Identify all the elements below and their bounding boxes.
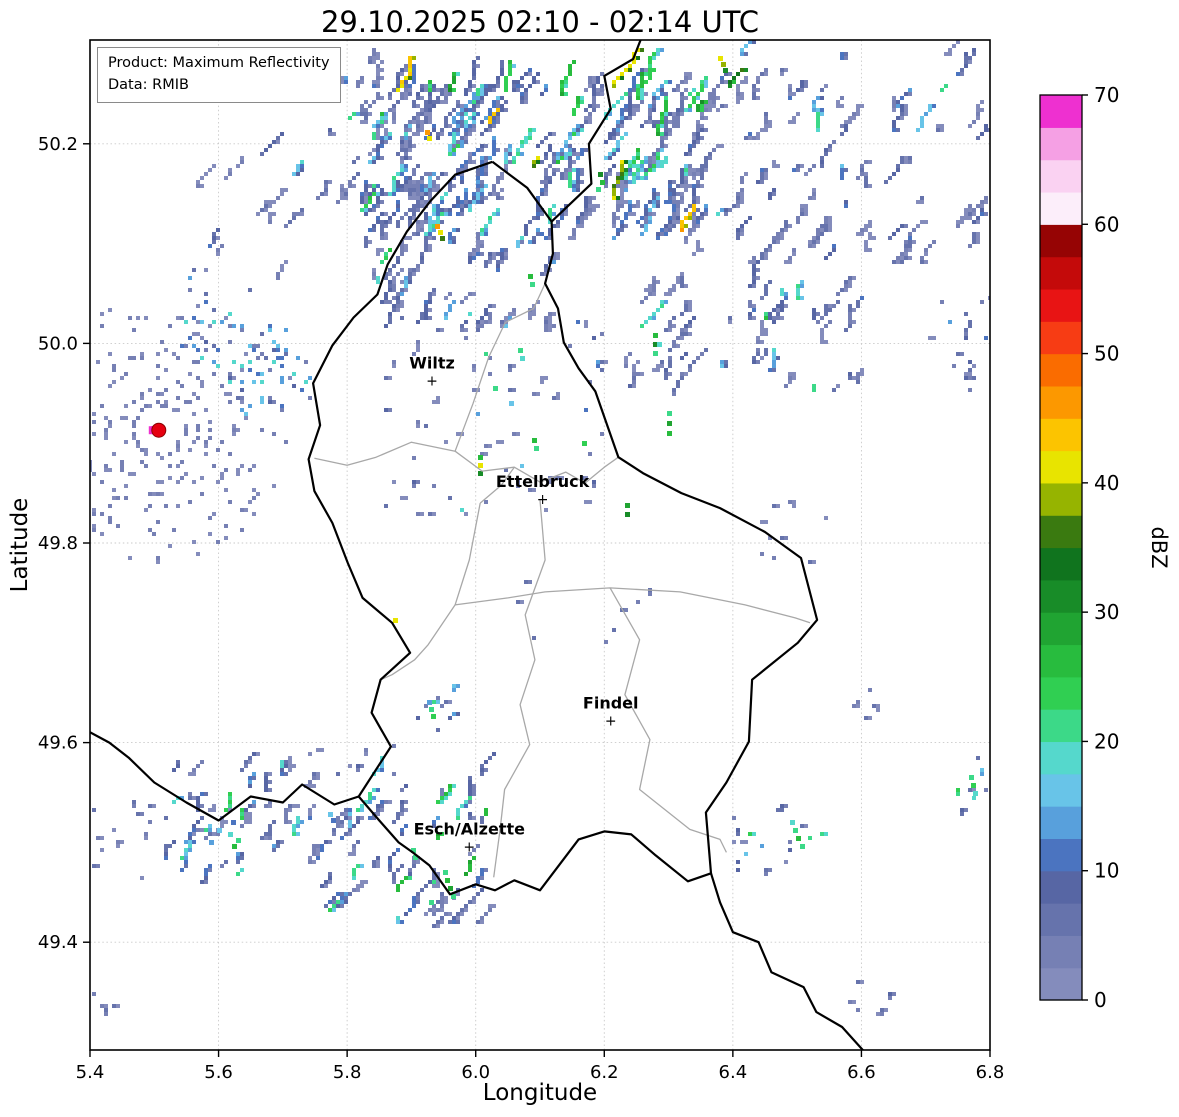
colorbar-tick-label: 50: [1094, 342, 1119, 366]
y-tick-label: 50.2: [38, 134, 78, 155]
radar-site-marker: [148, 422, 167, 438]
y-tick-label: 49.6: [38, 733, 78, 754]
colorbar: 0 10 20 30 40 50 60 70 dBZ: [1039, 83, 1171, 1012]
reflectivity-pixels: [90, 40, 990, 1016]
product-info-box: Product: Maximum Reflectivity Data: RMIB: [97, 47, 341, 103]
figure-title: 29.10.2025 02:10 - 02:14 UTC: [320, 5, 760, 39]
colorbar-tick-label: 40: [1094, 471, 1119, 495]
x-tick-label: 5.6: [204, 1062, 233, 1083]
city-label: Wiltz: [409, 353, 455, 372]
plot-frame: [89, 39, 991, 1051]
colorbar-tick-label: 10: [1094, 859, 1119, 883]
x-axis-label: Longitude: [482, 1080, 598, 1106]
axis-ticks: 5.4 5.6 5.8 6.0 6.2 6.4 6.6 6.8 49.4 49.6 49.8 50.0…: [38, 134, 1004, 1083]
x-tick-label: 6.0: [461, 1062, 490, 1083]
x-tick-label: 6.8: [976, 1062, 1005, 1083]
y-tick-label: 50.0: [38, 333, 78, 354]
colorbar-tick-label: 0: [1094, 988, 1107, 1012]
canton-borders: [314, 283, 811, 878]
y-tick-label: 49.8: [38, 533, 78, 554]
city-label: Ettelbruck: [496, 472, 590, 491]
city-labels: Wiltz+Ettelbruck+Findel+Esch/Alzette+: [409, 353, 638, 855]
colorbar-unit-label: dBZ: [1147, 526, 1171, 568]
city-marker: +: [605, 714, 617, 730]
city-label: Findel: [583, 694, 639, 713]
x-tick-label: 6.4: [719, 1062, 748, 1083]
y-tick-label: 49.4: [38, 932, 78, 953]
map-layer: [90, 40, 990, 1050]
x-tick-label: 5.8: [333, 1062, 362, 1083]
product-name-line: Product: Maximum Reflectivity: [108, 55, 330, 71]
x-tick-label: 6.6: [847, 1062, 876, 1083]
city-label: Esch/Alzette: [414, 819, 526, 838]
colorbar-tick-label: 30: [1094, 600, 1119, 624]
city-marker: +: [426, 373, 438, 389]
colorbar-tick-label: 60: [1094, 212, 1119, 236]
x-tick-label: 6.2: [590, 1062, 619, 1083]
country-borders: [90, 40, 865, 1050]
city-marker: +: [463, 839, 475, 855]
colorbar-frame: [1039, 94, 1083, 1001]
city-marker: +: [537, 492, 549, 508]
data-source-line: Data: RMIB: [108, 76, 189, 93]
colorbar-tick-label: 70: [1094, 83, 1119, 107]
colorbar-tick-label: 20: [1094, 729, 1119, 753]
x-tick-label: 5.4: [76, 1062, 105, 1083]
